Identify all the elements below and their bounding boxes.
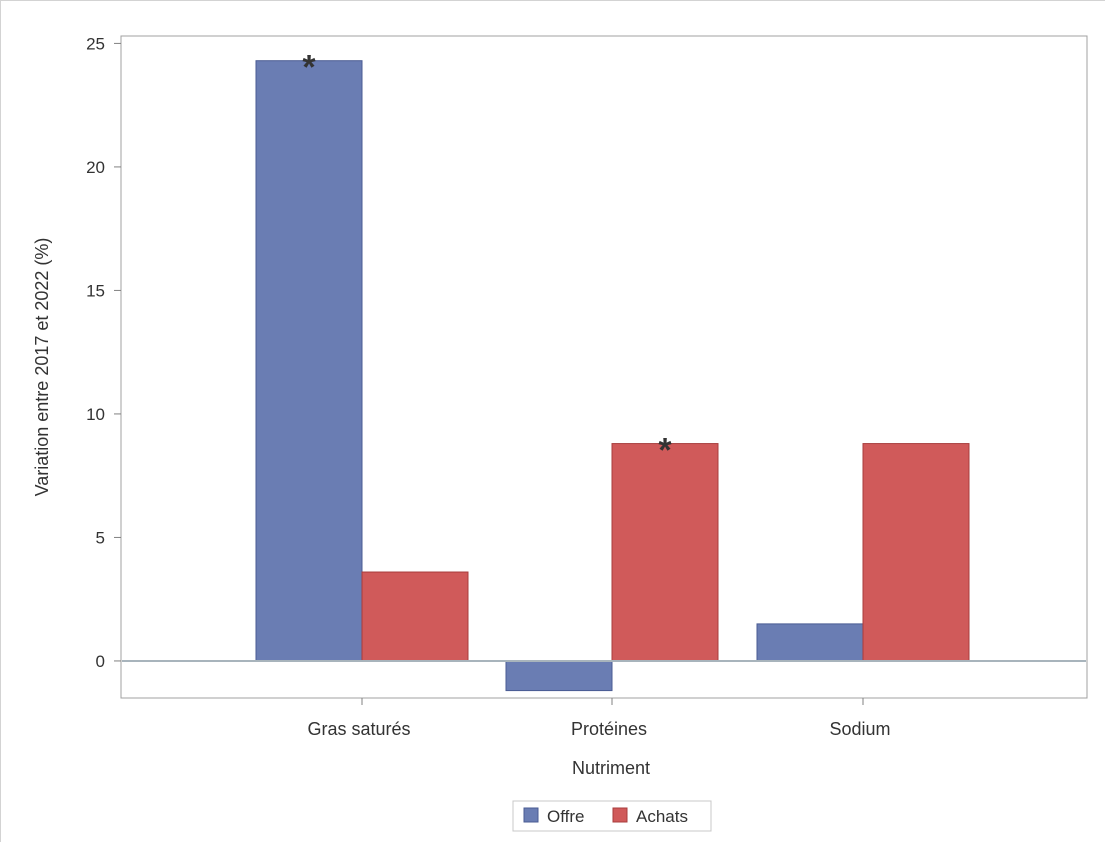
bar-achats-2 — [862, 443, 970, 662]
x-axis: Gras saturés Protéines Sodium — [307, 698, 891, 739]
legend-box — [512, 800, 712, 832]
y-axis-label: Variation entre 2017 et 2022 (%) — [32, 238, 52, 497]
y-tick-label: 0 — [96, 652, 105, 671]
x-axis-label: Nutriment — [572, 758, 650, 778]
y-tick-label: 25 — [86, 34, 105, 53]
legend-label-achats: Achats — [636, 807, 688, 826]
y-tick-label: 15 — [86, 281, 105, 300]
legend: Offre Achats — [512, 800, 712, 832]
legend-swatch-achats — [612, 807, 628, 823]
bar-offre-0 — [255, 60, 363, 662]
y-axis: 0 5 10 15 20 25 — [86, 34, 121, 671]
significance-asterisk: * — [658, 432, 672, 470]
annotations-group: ** — [302, 49, 672, 470]
x-tick-label: Sodium — [829, 719, 890, 739]
y-tick-label: 5 — [96, 528, 105, 547]
bar-offre-2 — [756, 623, 864, 662]
y-tick-label: 20 — [86, 158, 105, 177]
bar-offre-1 — [505, 660, 613, 692]
x-tick-label: Gras saturés — [307, 719, 410, 739]
bar-achats-0 — [361, 571, 469, 662]
significance-asterisk: * — [302, 49, 316, 87]
legend-swatch-offre — [523, 807, 539, 823]
bar-achats-1 — [611, 443, 719, 662]
legend-label-offre: Offre — [547, 807, 584, 826]
bars-group — [255, 60, 970, 692]
y-tick-label: 10 — [86, 405, 105, 424]
x-tick-label: Protéines — [571, 719, 647, 739]
